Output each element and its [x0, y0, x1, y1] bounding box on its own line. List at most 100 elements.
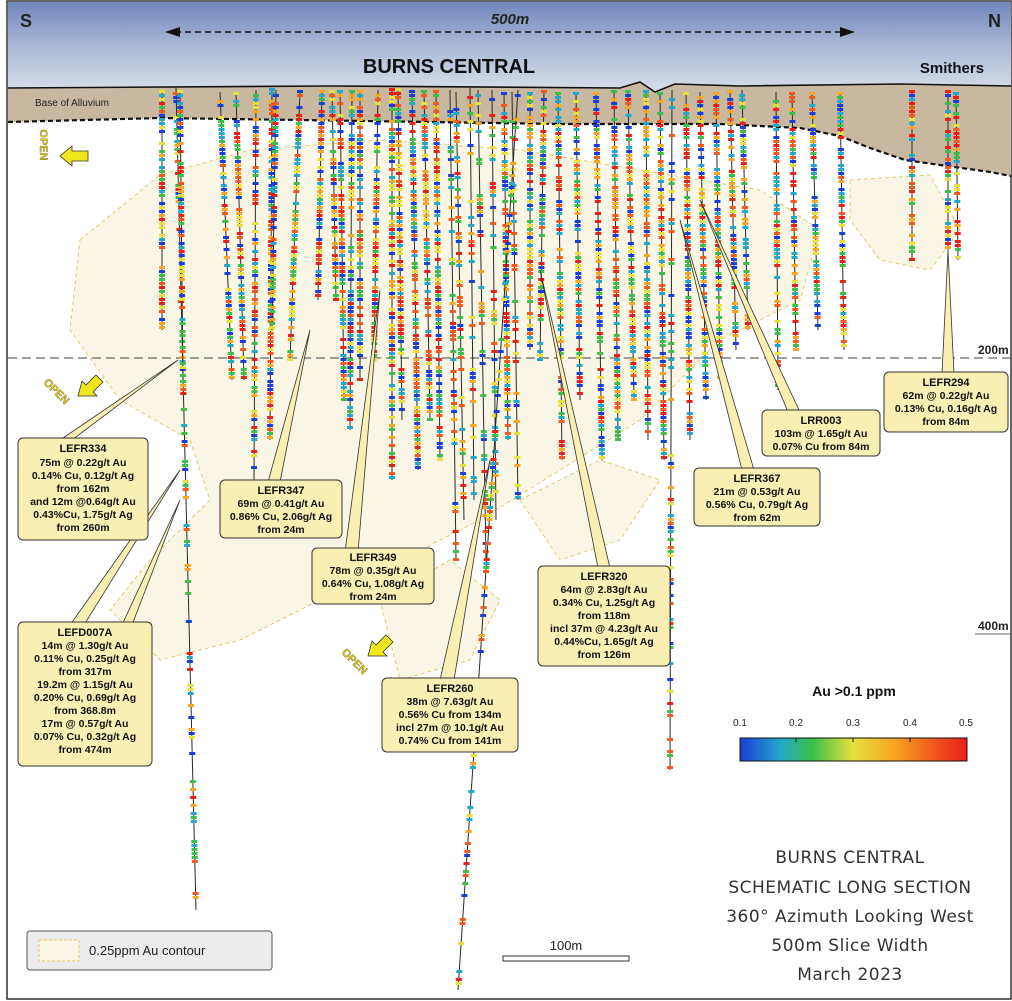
assay-interval: [267, 276, 274, 279]
assay-interval: [347, 358, 354, 361]
assay-interval: [644, 354, 651, 357]
assay-interval: [424, 298, 431, 301]
assay-interval: [251, 394, 258, 397]
assay-interval: [251, 390, 258, 393]
assay-interval: [502, 232, 509, 235]
assay-interval: [698, 172, 705, 175]
assay-interval: [372, 238, 379, 241]
assay-interval: [332, 294, 339, 297]
assay-interval: [389, 416, 395, 419]
assay-interval: [347, 318, 354, 321]
assay-interval: [426, 370, 433, 373]
assay-interval: [625, 138, 632, 141]
assay-interval: [433, 126, 440, 129]
assay-interval: [159, 122, 165, 125]
assay-interval: [347, 362, 354, 365]
assay-interval: [837, 112, 844, 115]
assay-interval: [945, 146, 951, 149]
assay-interval: [267, 316, 274, 319]
assay-interval: [463, 862, 470, 865]
assay-interval: [291, 230, 298, 233]
assay-interval: [267, 348, 274, 351]
assay-interval: [238, 292, 245, 295]
assay-interval: [954, 224, 961, 227]
assay-interval: [295, 122, 302, 125]
assay-interval: [357, 306, 363, 309]
assay-interval: [644, 374, 651, 377]
assay-interval: [238, 272, 244, 275]
assay-interval: [700, 264, 707, 267]
assay-interval: [339, 274, 346, 277]
assay-interval: [235, 180, 242, 183]
assay-interval: [643, 226, 650, 229]
assay-interval: [809, 108, 816, 111]
assay-interval: [715, 272, 722, 275]
assay-interval: [644, 302, 651, 305]
assay-interval: [514, 484, 521, 487]
assay-interval: [713, 148, 720, 151]
assay-interval: [789, 152, 796, 155]
assay-interval: [398, 340, 404, 343]
caption-line: March 2023: [797, 965, 903, 985]
assay-interval: [492, 414, 498, 417]
assay-interval: [179, 322, 186, 325]
assay-interval: [398, 400, 405, 403]
assay-interval: [493, 410, 500, 413]
assay-interval: [595, 260, 602, 263]
assay-interval: [447, 110, 454, 113]
assay-interval: [222, 212, 228, 215]
assay-interval: [594, 176, 601, 179]
assay-interval: [643, 198, 650, 201]
assay-interval: [490, 298, 497, 301]
assay-interval: [316, 202, 323, 205]
assay-interval: [697, 120, 704, 123]
assay-interval: [660, 432, 667, 435]
assay-interval: [435, 310, 442, 313]
assay-interval: [220, 172, 227, 175]
assay-interval: [159, 110, 165, 113]
assay-interval: [348, 134, 355, 137]
assay-interval: [774, 248, 780, 251]
assay-interval: [347, 370, 354, 373]
assay-interval: [372, 266, 379, 269]
assay-interval: [357, 166, 363, 169]
assay-interval: [316, 246, 322, 249]
assay-interval: [614, 430, 621, 433]
assay-interval: [727, 130, 734, 133]
assay-interval: [435, 322, 442, 325]
assay-interval: [685, 320, 692, 323]
assay-interval: [397, 320, 404, 323]
assay-interval: [945, 150, 951, 153]
assay-interval: [460, 472, 467, 475]
assay-interval: [449, 262, 456, 265]
callout-LEFR320: LEFR320 64m @ 2.83g/t Au 0.34% Cu, 1.25g…: [537, 565, 671, 667]
assay-interval: [427, 418, 433, 421]
assay-interval: [270, 218, 277, 221]
callout-line: and 12m @0.64g/t Au: [30, 496, 136, 508]
assay-interval: [713, 112, 720, 115]
assay-interval: [598, 404, 605, 407]
assay-interval: [267, 364, 274, 367]
assay-interval: [596, 292, 603, 295]
assay-interval: [700, 280, 707, 283]
assay-interval: [290, 258, 297, 261]
assay-interval: [659, 288, 666, 291]
assay-interval: [502, 236, 509, 239]
assay-interval: [436, 374, 443, 377]
assay-interval: [629, 318, 636, 321]
assay-interval: [555, 96, 561, 99]
assay-interval: [348, 190, 355, 193]
assay-interval: [159, 186, 165, 189]
assay-interval: [714, 232, 721, 235]
sky-band: [8, 2, 1011, 90]
assay-interval: [630, 370, 637, 373]
assay-interval: [340, 354, 347, 357]
assay-interval: [812, 224, 819, 227]
assay-interval: [630, 362, 637, 365]
assay-interval: [683, 112, 690, 115]
assay-interval: [295, 142, 302, 145]
assay-interval: [413, 398, 420, 401]
assay-interval: [658, 208, 665, 211]
assay-interval: [182, 480, 189, 483]
assay-interval: [774, 244, 780, 247]
